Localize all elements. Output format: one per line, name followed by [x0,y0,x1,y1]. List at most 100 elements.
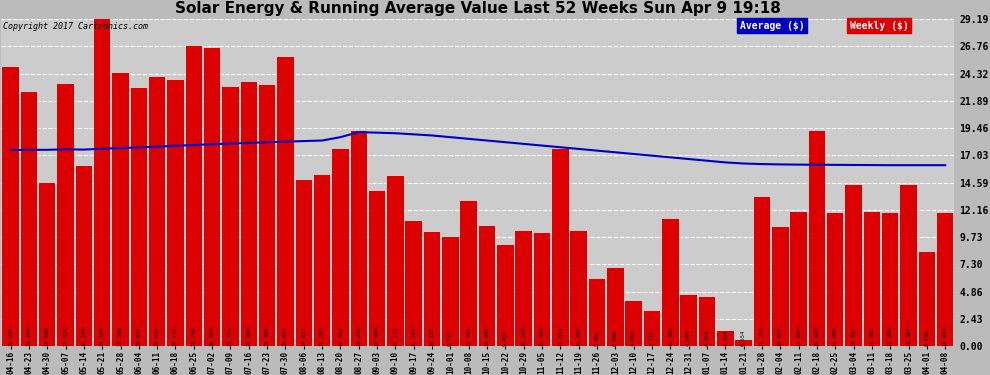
Bar [39,183,55,346]
Text: 19.236: 19.236 [356,326,361,346]
Text: 23.773: 23.773 [173,326,178,346]
Text: 12.993: 12.993 [466,326,471,346]
Text: 24.925: 24.925 [8,326,13,346]
Bar [131,88,148,346]
Bar [350,130,367,346]
Text: 14.837: 14.837 [301,326,306,346]
Text: 4.054: 4.054 [632,330,637,346]
Bar [534,233,550,346]
Text: 16.108: 16.108 [81,326,86,346]
Text: 19.180: 19.180 [815,326,820,346]
Bar [552,150,568,346]
Text: 14.397: 14.397 [906,326,911,346]
Text: 11.965: 11.965 [869,326,874,346]
Text: 10.069: 10.069 [540,326,545,346]
Bar [863,212,880,346]
Text: 17.552: 17.552 [338,326,343,346]
Text: 13.276: 13.276 [759,326,764,346]
Bar [717,331,734,346]
Bar [222,87,239,346]
Bar [424,232,441,346]
Bar [790,212,807,346]
Text: 17.552: 17.552 [557,326,563,346]
Text: 10.605: 10.605 [778,326,783,346]
Text: 23.600: 23.600 [247,326,251,346]
Bar [75,166,92,346]
Bar [900,185,917,346]
Text: 26.796: 26.796 [191,326,196,346]
Bar [882,213,899,346]
Text: Weekly ($): Weekly ($) [849,21,908,31]
Bar [772,227,788,346]
Bar [112,73,129,346]
Text: 11.380: 11.380 [668,326,673,346]
Text: 26.569: 26.569 [210,326,215,346]
Bar [570,231,587,346]
Text: 0.554: 0.554 [742,330,746,346]
Bar [827,213,843,346]
Text: 23.285: 23.285 [264,326,269,346]
Bar [589,279,605,346]
Bar [333,150,348,346]
Text: 11.960: 11.960 [796,326,801,346]
Text: 15.295: 15.295 [320,326,325,346]
Bar [497,245,514,346]
Bar [296,180,312,346]
Bar [919,252,936,346]
Bar [845,185,862,346]
Bar [680,295,697,346]
Text: 24.019: 24.019 [154,326,159,346]
Bar [2,67,19,346]
Text: 22.700: 22.700 [27,326,32,346]
Bar [753,197,770,346]
Bar [387,176,404,346]
Text: 10.266: 10.266 [521,326,527,346]
Text: 5.961: 5.961 [595,330,600,346]
Bar [644,312,660,346]
Bar [809,131,826,346]
Bar [699,297,715,346]
Text: 1.354: 1.354 [723,330,728,346]
Title: Solar Energy & Running Average Value Last 52 Weeks Sun Apr 9 19:18: Solar Energy & Running Average Value Las… [175,2,781,16]
Text: 4.594: 4.594 [686,330,691,346]
Bar [185,46,202,346]
Text: 9.031: 9.031 [503,330,508,346]
Text: 3.110: 3.110 [649,330,654,346]
Text: 23.150: 23.150 [228,326,233,346]
Bar [204,48,221,346]
Text: 6.989: 6.989 [613,330,618,346]
Text: 11.906: 11.906 [833,326,838,346]
Text: 25.831: 25.831 [283,326,288,346]
Bar [460,201,477,346]
Bar [94,19,111,346]
Text: 11.916: 11.916 [942,326,947,346]
Text: 15.171: 15.171 [393,326,398,346]
Text: Copyright 2017 Cartronics.com: Copyright 2017 Cartronics.com [3,22,148,31]
Bar [937,213,953,346]
Text: 11.906: 11.906 [888,326,893,346]
Text: 14.590: 14.590 [45,326,50,346]
Text: 24.396: 24.396 [118,326,123,346]
Bar [57,84,74,346]
Bar [516,231,532,346]
Bar [607,268,624,346]
Bar [241,82,257,346]
Text: Average ($): Average ($) [740,21,805,31]
Bar [736,340,751,346]
Text: 23.027: 23.027 [137,326,142,346]
Text: 23.424: 23.424 [63,326,68,346]
Text: 14.397: 14.397 [851,326,856,346]
Text: 9.747: 9.747 [447,330,452,346]
Bar [369,191,385,346]
Text: 4.354: 4.354 [705,330,710,346]
Text: 11.163: 11.163 [411,326,416,346]
Text: 13.866: 13.866 [374,326,379,346]
Bar [406,221,422,346]
Text: 10.185: 10.185 [430,326,435,346]
Bar [167,80,184,347]
Bar [258,85,275,346]
Bar [277,57,294,346]
Bar [626,301,642,346]
Bar [443,237,458,346]
Text: 29.188: 29.188 [100,326,105,346]
